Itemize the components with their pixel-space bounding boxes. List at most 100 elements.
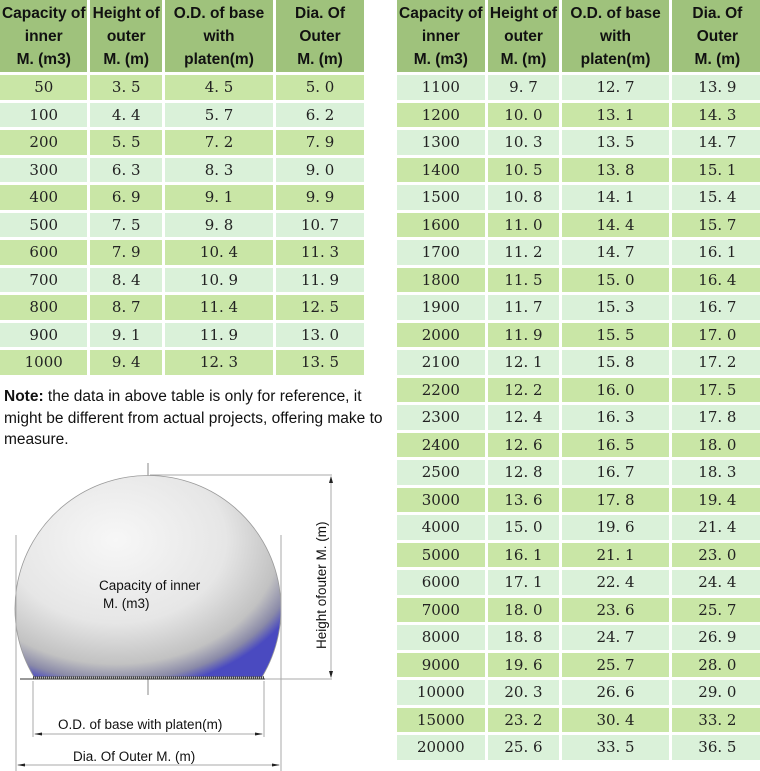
table-row: 3000 13. 6 17. 8 19. 4 <box>397 487 760 512</box>
cell-capacity: 2100 <box>397 350 485 375</box>
cell-dia: 6. 2 <box>276 102 364 127</box>
header-dia: Dia. Of Outer M. (m) <box>276 0 364 72</box>
cell-height: 10. 5 <box>487 157 560 182</box>
cell-height: 6. 3 <box>90 157 162 182</box>
cell-height: 9. 7 <box>487 75 560 100</box>
cell-dia: 16. 7 <box>671 295 760 320</box>
cell-height: 7. 9 <box>90 240 162 265</box>
cell-od: 15. 0 <box>562 267 669 292</box>
table-row: 2000 11. 9 15. 5 17. 0 <box>397 322 760 347</box>
cell-od: 33. 5 <box>562 735 669 760</box>
cell-od: 4. 5 <box>164 75 274 100</box>
capacity-label: Capacity of inner <box>99 578 201 593</box>
cell-od: 16. 3 <box>562 405 669 430</box>
cell-dia: 33. 2 <box>671 707 760 732</box>
cell-dia: 29. 0 <box>671 680 760 705</box>
cell-height: 4. 4 <box>90 102 162 127</box>
table-row: 2200 12. 2 16. 0 17. 5 <box>397 377 760 402</box>
cell-height: 11. 0 <box>487 212 560 237</box>
cell-dia: 7. 9 <box>276 130 364 155</box>
cell-od: 16. 0 <box>562 377 669 402</box>
capacity-unit-label: M. (m3) <box>103 596 150 611</box>
table-row: 8000 18. 8 24. 7 26. 9 <box>397 625 760 650</box>
cell-height: 12. 8 <box>487 460 560 485</box>
table-row: 1600 11. 0 14. 4 15. 7 <box>397 212 760 237</box>
table-row: 2100 12. 1 15. 8 17. 2 <box>397 350 760 375</box>
cell-capacity: 2300 <box>397 405 485 430</box>
cell-dia: 16. 4 <box>671 267 760 292</box>
cell-dia: 17. 8 <box>671 405 760 430</box>
table-row: 1900 11. 7 15. 3 16. 7 <box>397 295 760 320</box>
cell-capacity: 1300 <box>397 130 485 155</box>
cell-height: 8. 7 <box>90 295 162 320</box>
cell-dia: 13. 9 <box>671 75 760 100</box>
table-row: 900 9. 1 11. 9 13. 0 <box>0 322 364 347</box>
cell-capacity: 7000 <box>397 597 485 622</box>
table-row: 600 7. 9 10. 4 11. 3 <box>0 240 364 265</box>
table-body-right: 1100 9. 7 12. 7 13. 9 1200 10. 0 13. 1 14. 3 130… <box>397 75 760 760</box>
cell-od: 23. 6 <box>562 597 669 622</box>
table-row: 700 8. 4 10. 9 11. 9 <box>0 267 364 292</box>
cell-height: 12. 4 <box>487 405 560 430</box>
cell-od: 16. 7 <box>562 460 669 485</box>
cell-od: 15. 8 <box>562 350 669 375</box>
cell-dia: 15. 4 <box>671 185 760 210</box>
height-dimension-label: Height ofouter M. (m) <box>314 521 329 649</box>
table-row: 1000 9. 4 12. 3 13. 5 <box>0 350 364 375</box>
table-row: 20000 25. 6 33. 5 36. 5 <box>397 735 760 760</box>
cell-od: 15. 5 <box>562 322 669 347</box>
cell-height: 11. 5 <box>487 267 560 292</box>
cell-od: 11. 4 <box>164 295 274 320</box>
cell-capacity: 20000 <box>397 735 485 760</box>
cell-capacity: 1400 <box>397 157 485 182</box>
header-height: Height of outer M. (m) <box>90 0 162 72</box>
cell-capacity: 700 <box>0 267 88 292</box>
cell-dia: 14. 7 <box>671 130 760 155</box>
table-row: 4000 15. 0 19. 6 21. 4 <box>397 515 760 540</box>
spec-table-left: Capacity of inner M. (m3) Height of oute… <box>0 0 367 378</box>
cell-dia: 14. 3 <box>671 102 760 127</box>
cell-dia: 18. 3 <box>671 460 760 485</box>
cell-height: 10. 8 <box>487 185 560 210</box>
cell-height: 15. 0 <box>487 515 560 540</box>
cell-od: 13. 5 <box>562 130 669 155</box>
cell-dia: 25. 7 <box>671 597 760 622</box>
od-dimension-label: O.D. of base with platen(m) <box>58 717 223 732</box>
gas-holder-diagram: Capacity of inner M. (m3) Height ofouter… <box>0 455 390 771</box>
header-capacity: Capacity of inner M. (m3) <box>0 0 88 72</box>
cell-od: 17. 8 <box>562 487 669 512</box>
cell-od: 13. 8 <box>562 157 669 182</box>
table-row: 5000 16. 1 21. 1 23. 0 <box>397 542 760 567</box>
cell-od: 25. 7 <box>562 652 669 677</box>
table-row: 50 3. 5 4. 5 5. 0 <box>0 75 364 100</box>
cell-dia: 17. 2 <box>671 350 760 375</box>
cell-dia: 17. 0 <box>671 322 760 347</box>
cell-capacity: 8000 <box>397 625 485 650</box>
cell-capacity: 900 <box>0 322 88 347</box>
cell-height: 16. 1 <box>487 542 560 567</box>
table-row: 1500 10. 8 14. 1 15. 4 <box>397 185 760 210</box>
cell-capacity: 15000 <box>397 707 485 732</box>
cell-dia: 11. 9 <box>276 267 364 292</box>
table-row: 1800 11. 5 15. 0 16. 4 <box>397 267 760 292</box>
cell-capacity: 1800 <box>397 267 485 292</box>
cell-od: 21. 1 <box>562 542 669 567</box>
table-row: 300 6. 3 8. 3 9. 0 <box>0 157 364 182</box>
cell-capacity: 200 <box>0 130 88 155</box>
cell-height: 12. 2 <box>487 377 560 402</box>
cell-capacity: 300 <box>0 157 88 182</box>
cell-od: 7. 2 <box>164 130 274 155</box>
cell-dia: 12. 5 <box>276 295 364 320</box>
cell-height: 11. 9 <box>487 322 560 347</box>
cell-capacity: 1100 <box>397 75 485 100</box>
dia-dimension-label: Dia. Of Outer M. (m) <box>73 749 196 764</box>
cell-capacity: 2000 <box>397 322 485 347</box>
table-row: 400 6. 9 9. 1 9. 9 <box>0 185 364 210</box>
note-text: the data in above table is only for refe… <box>4 388 383 448</box>
cell-capacity: 4000 <box>397 515 485 540</box>
cell-od: 12. 7 <box>562 75 669 100</box>
table-row: 1400 10. 5 13. 8 15. 1 <box>397 157 760 182</box>
cell-capacity: 400 <box>0 185 88 210</box>
cell-height: 18. 8 <box>487 625 560 650</box>
table-row: 100 4. 4 5. 7 6. 2 <box>0 102 364 127</box>
